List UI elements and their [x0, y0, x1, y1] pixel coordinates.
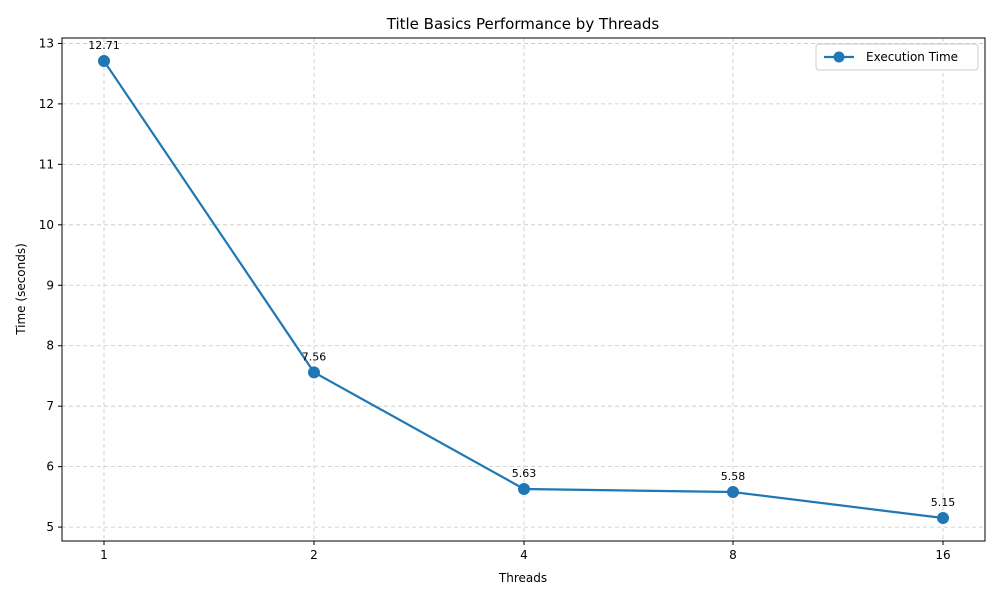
data-labels: 12.71 7.56 5.63 5.58 5.15 [88, 39, 955, 509]
x-tick-label: 1 [100, 548, 108, 562]
y-tick-label: 13 [39, 36, 54, 50]
y-tick-label: 10 [39, 218, 54, 232]
x-tick-label: 2 [310, 548, 318, 562]
data-point [518, 483, 530, 496]
data-point [98, 54, 110, 67]
x-axis-label: Threads [498, 571, 547, 585]
data-label: 7.56 [302, 350, 327, 363]
data-point [727, 486, 739, 499]
y-tick-label: 7 [46, 399, 54, 413]
legend-label: Execution Time [866, 50, 958, 64]
legend: Execution Time [815, 43, 979, 71]
y-tick-label: 9 [46, 278, 54, 292]
chart-title: Title Basics Performance by Threads [386, 15, 660, 33]
y-tick-label: 12 [39, 97, 54, 111]
data-label: 12.71 [88, 39, 120, 52]
y-axis-label: Time (seconds) [14, 243, 28, 336]
y-tick-label: 5 [46, 520, 54, 534]
data-point [308, 366, 320, 379]
data-label: 5.15 [931, 496, 956, 509]
data-label: 5.58 [721, 470, 746, 483]
x-tick-label: 16 [935, 548, 950, 562]
series [98, 54, 949, 525]
legend-box [815, 43, 979, 71]
y-tick-label: 8 [46, 339, 54, 353]
x-tick-label: 8 [729, 548, 737, 562]
data-point [937, 512, 949, 525]
y-tick-label: 11 [39, 157, 54, 171]
x-tick-label: 4 [520, 548, 528, 562]
y-tick-label: 6 [46, 460, 54, 474]
legend-marker [833, 51, 845, 63]
data-label: 5.63 [512, 467, 537, 480]
